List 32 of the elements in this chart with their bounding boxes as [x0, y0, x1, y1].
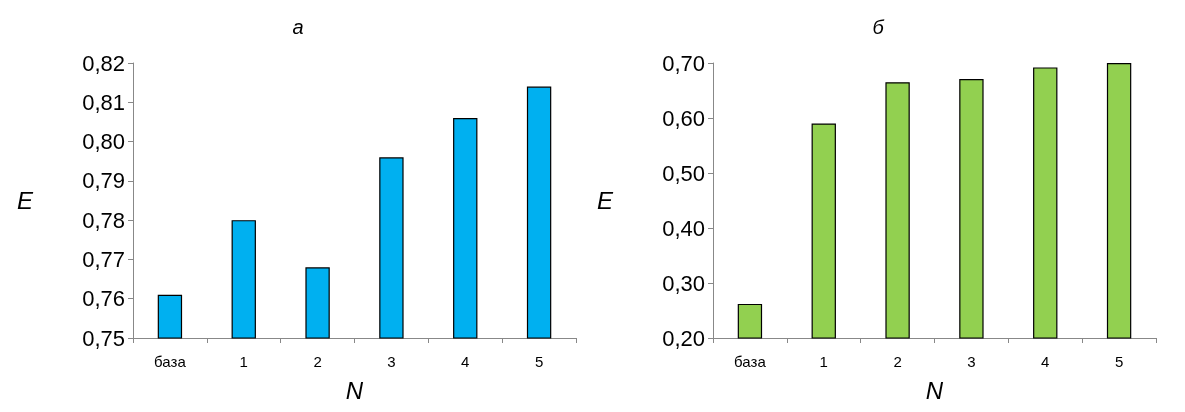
y-tick-label: 0,50	[662, 160, 705, 186]
x-tick-label: 1	[239, 353, 248, 370]
x-tick-label: база	[734, 353, 767, 370]
y-tick-label: 0,82	[82, 50, 125, 76]
chart-title: б	[872, 16, 885, 38]
y-tick-label: 0,40	[662, 215, 705, 241]
x-tick-label: 2	[893, 353, 902, 370]
y-tick-label: 0,80	[82, 129, 125, 155]
x-tick-label: 3	[967, 353, 976, 370]
y-tick-label: 0,70	[662, 50, 705, 76]
x-tick-label: 5	[1114, 353, 1124, 370]
chart-title: а	[292, 16, 304, 38]
y-tick-label: 0,75	[82, 325, 125, 351]
y-tick-label: 0,78	[82, 207, 125, 233]
y-tick-label: 0,81	[82, 89, 125, 115]
x-tick-label: 4	[1041, 353, 1050, 370]
x-tick-label: 4	[461, 353, 470, 370]
x-tick-label: база	[154, 353, 187, 370]
y-tick-label: 0,77	[82, 246, 125, 272]
x-tick-label: 1	[819, 353, 828, 370]
x-tick-label: 3	[387, 353, 396, 370]
x-axis-title: N	[925, 376, 944, 404]
y-axis-title: E	[16, 187, 34, 214]
y-tick-label: 0,20	[662, 325, 705, 351]
y-tick-label: 0,76	[82, 286, 125, 312]
y-tick-label: 0,60	[662, 105, 705, 131]
y-axis-title: E	[596, 187, 614, 214]
y-tick-label: 0,30	[662, 270, 705, 296]
y-tick-label: 0,79	[82, 168, 125, 194]
x-tick-label: 5	[534, 353, 544, 370]
x-axis-title: N	[345, 376, 364, 404]
x-tick-label: 2	[313, 353, 322, 370]
